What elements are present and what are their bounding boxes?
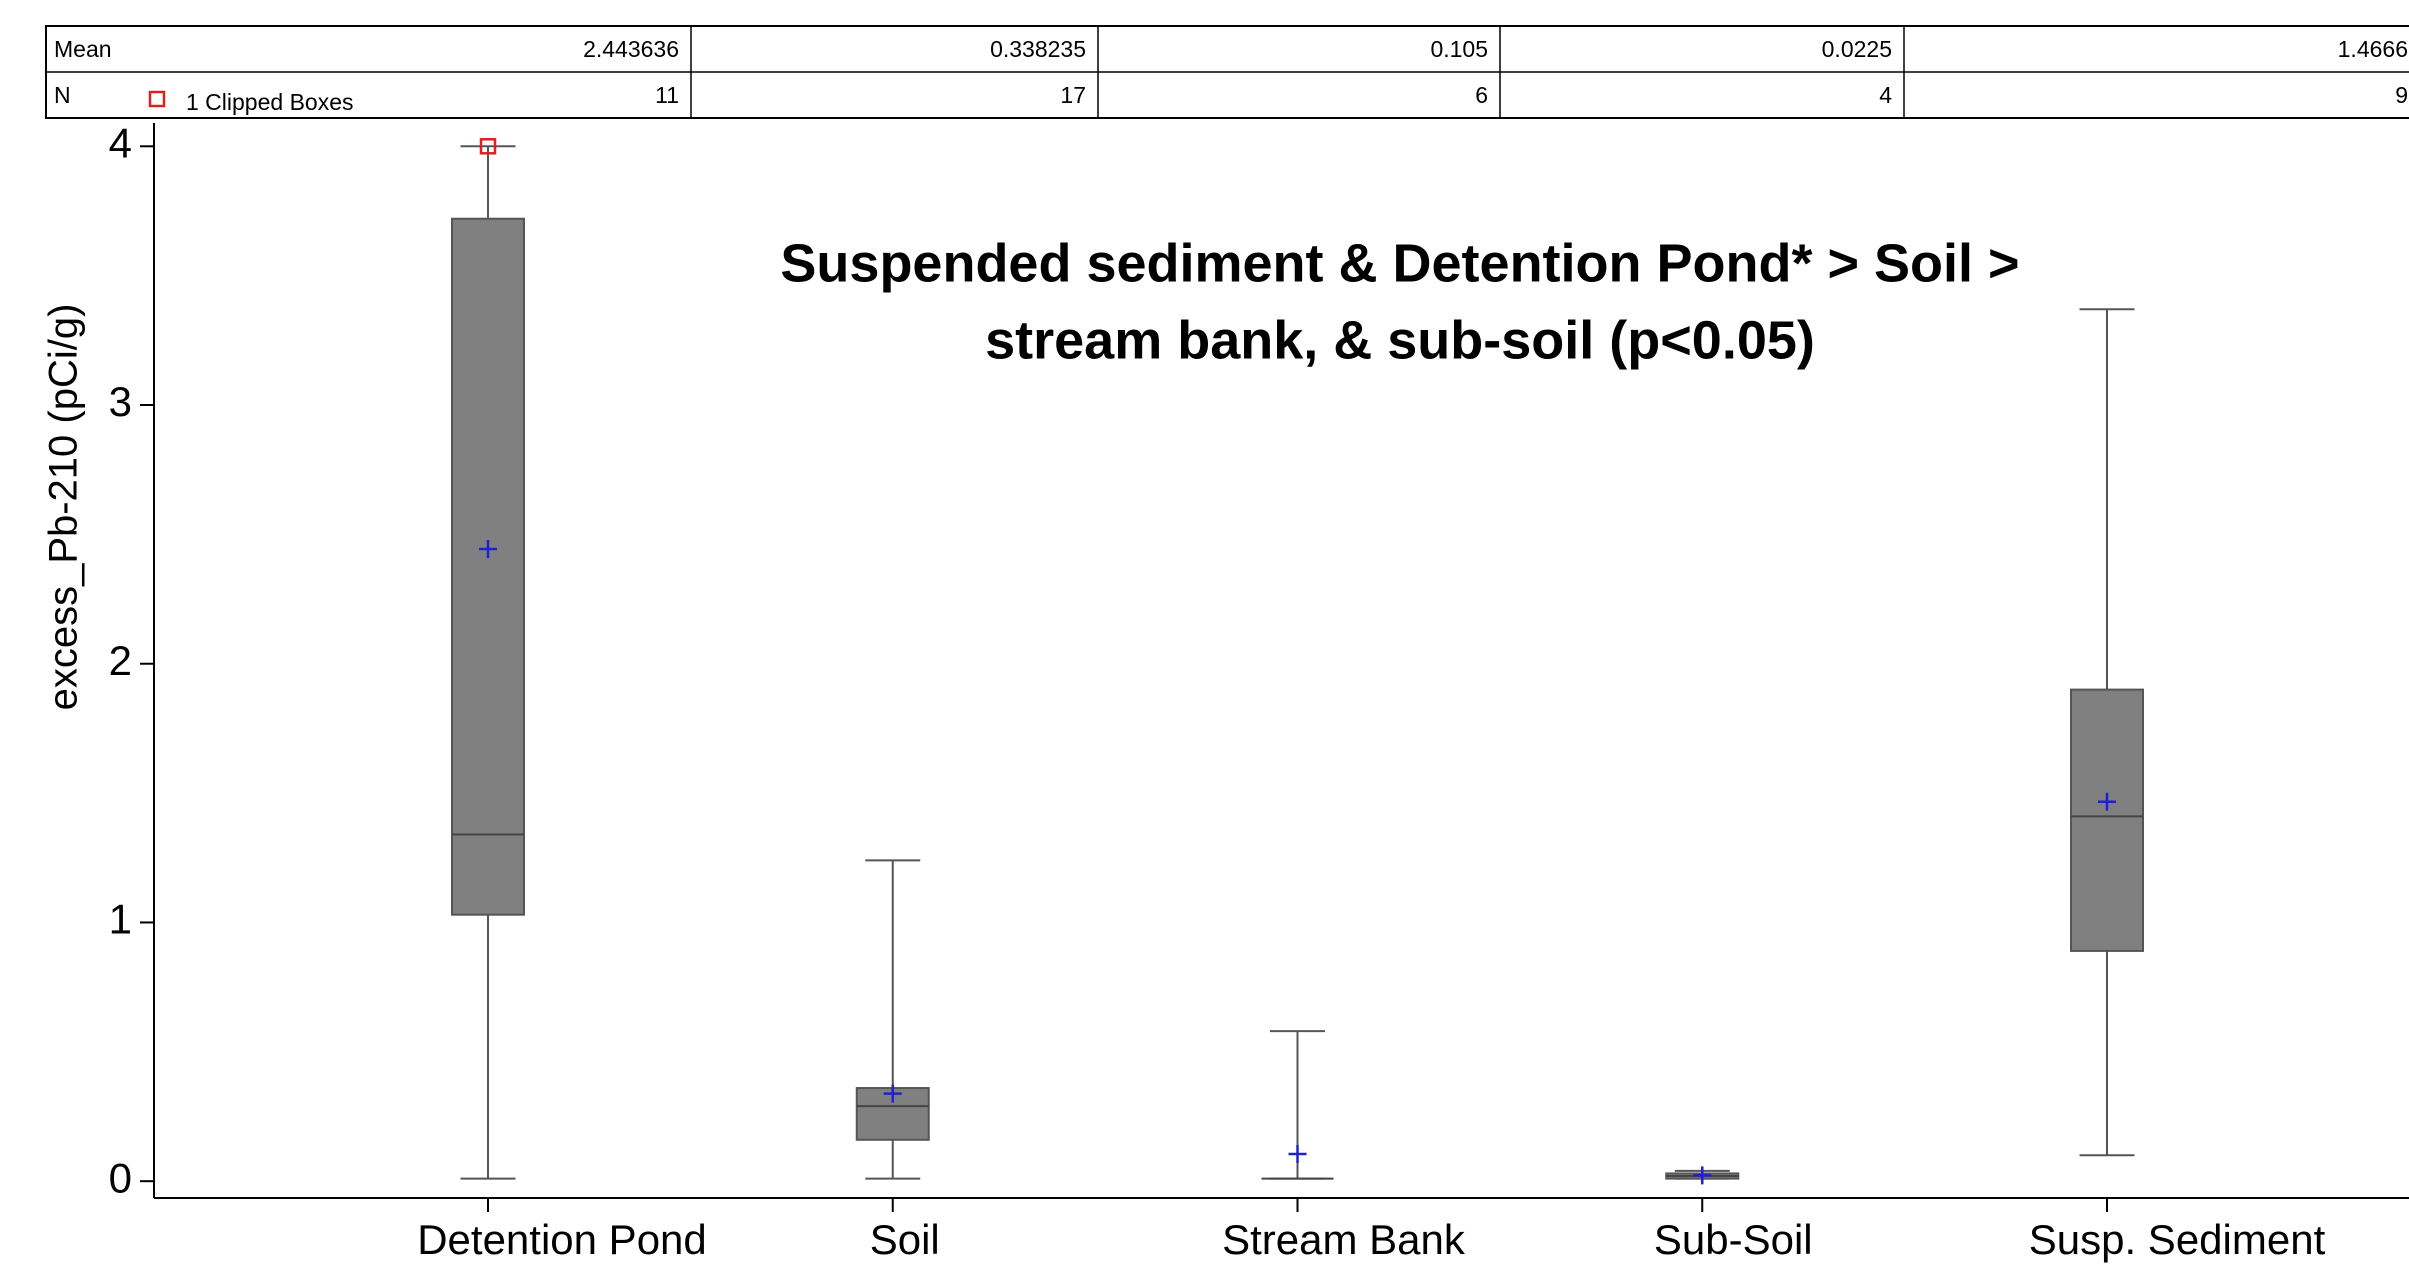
mean-marker xyxy=(2098,792,2116,811)
y-tick-label: 3 xyxy=(109,378,132,425)
table-cell: 2.443636 xyxy=(583,36,679,62)
mean-marker xyxy=(479,539,497,558)
y-tick-label: 1 xyxy=(109,896,132,943)
table-cell: 0.0225 xyxy=(1822,36,1892,62)
table-cell: 6 xyxy=(1475,82,1488,108)
table-cell: 0.105 xyxy=(1430,36,1488,62)
y-axis-label: excess_Pb-210 (pCi/g) xyxy=(42,304,86,711)
clip-marker xyxy=(479,138,497,155)
box xyxy=(2070,688,2144,952)
table-cell: 17 xyxy=(1060,82,1086,108)
clip-legend: 1 Clipped Boxes xyxy=(186,89,354,115)
row-label: Mean xyxy=(54,36,112,62)
table-cell: 4 xyxy=(1879,82,1892,108)
y-tick-label: 2 xyxy=(109,637,132,684)
mean-marker xyxy=(1288,1145,1307,1164)
table-cell: 11 xyxy=(655,82,679,108)
x-tick-label: Stream Bank xyxy=(1222,1216,1466,1263)
y-tick-label: 4 xyxy=(109,119,132,166)
annotation: stream bank, & sub-soil (p<0.05) xyxy=(985,310,1815,370)
x-tick-label: Soil xyxy=(870,1216,940,1263)
table-cell: 0.338235 xyxy=(990,36,1086,62)
table-cell: 1.4666 xyxy=(2338,36,2408,62)
x-tick-label: Susp. Sediment xyxy=(2029,1216,2326,1263)
table-cell: 9 xyxy=(2395,82,2408,108)
annotation: Suspended sediment & Detention Pond* > S… xyxy=(780,233,2019,293)
x-tick-label: Sub-Soil xyxy=(1654,1216,1813,1263)
x-tick-label: Detention Pond xyxy=(417,1216,707,1263)
clip-legend-marker xyxy=(148,90,166,108)
box xyxy=(451,217,525,916)
y-tick-label: 0 xyxy=(109,1154,132,1201)
mean-marker xyxy=(1693,1166,1712,1185)
mean-marker xyxy=(883,1084,902,1103)
row-label: N xyxy=(54,82,71,108)
